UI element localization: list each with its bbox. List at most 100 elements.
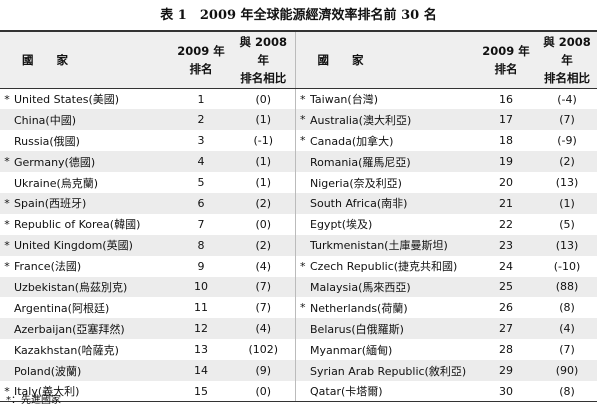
rank-change: (7) <box>255 280 272 294</box>
advanced-mark <box>294 234 310 256</box>
advanced-mark <box>0 318 14 339</box>
header-country: 國 家 <box>0 30 170 89</box>
country: Turkmenistan(土庫曼斯坦) <box>310 239 448 253</box>
advanced-mark <box>0 277 14 298</box>
table-row: * Germany(德國) 4 (1) Romania(羅馬尼亞) 19 (2) <box>0 151 597 173</box>
header-line: 排名 <box>494 62 518 76</box>
rank: 29 <box>499 364 513 378</box>
advanced-mark <box>294 192 310 214</box>
country: Argentina(阿根廷) <box>14 301 110 315</box>
rank: 16 <box>499 92 513 106</box>
header-line: 與 2008 年 <box>543 35 591 67</box>
rank-change: (1) <box>255 176 272 189</box>
header-line: 排名相比 <box>240 71 287 85</box>
rank-change: (0) <box>255 92 272 106</box>
advanced-mark <box>294 339 310 361</box>
table-row: Argentina(阿根廷) 11 (7) * Netherlands(荷蘭) 26 (8) <box>0 297 597 319</box>
advanced-mark <box>0 130 14 151</box>
country: Italy(義大利) <box>14 380 170 403</box>
country: Kazakhstan(哈薩克) <box>14 343 119 357</box>
header-change: 與 2008 年排名相比 <box>537 30 597 89</box>
table-row: Kazakhstan(哈薩克) 13 (102) Myanmar(緬甸) 28 (7) <box>0 339 597 361</box>
rank: 30 <box>475 380 537 403</box>
country: Russia(俄國) <box>14 134 80 148</box>
advanced-mark: * <box>294 109 310 131</box>
rank-change: (-9) <box>557 134 577 148</box>
rank-change: (9) <box>255 364 272 378</box>
advanced-mark: * <box>294 88 310 110</box>
rank: 8 <box>197 238 205 252</box>
header-line: 與 2008 年 <box>239 35 287 67</box>
country: China(中國) <box>14 113 77 127</box>
rank-change: (-4) <box>557 92 577 106</box>
advanced-mark: * <box>4 217 10 231</box>
header-line: 2009 年 <box>177 44 225 58</box>
country: United Kingdom(英國) <box>14 239 133 253</box>
rank: 12 <box>194 322 208 336</box>
rank-change: (102) <box>248 343 279 357</box>
rank: 28 <box>499 343 513 357</box>
country: Egypt(埃及) <box>310 218 373 232</box>
table-row: * Republic of Korea(韓國) 7 (0) Egypt(埃及) 22 (5) <box>0 213 597 235</box>
country: Germany(德國) <box>14 155 96 169</box>
rank-change: (5) <box>559 217 575 231</box>
table-row: * France(法國) 9 (4) * Czech Republic(捷克共和國) 24(… <box>0 255 597 277</box>
table-row: * Spain(西班牙) 6 (2) South Africa(南非) 21 (1) <box>0 192 597 214</box>
rank: 7 <box>197 217 205 231</box>
country: Canada(加拿大) <box>310 134 394 148</box>
country: Republic of Korea(韓國) <box>14 218 141 232</box>
country: Romania(羅馬尼亞) <box>310 155 411 169</box>
rank-change: (4) <box>255 259 272 273</box>
advanced-mark: * <box>4 259 10 273</box>
advanced-mark <box>0 360 14 381</box>
country: Syrian Arab Republic(敘利亞) <box>310 364 467 378</box>
table-row: * United Kingdom(英國) 8 (2) Turkmenistan(土庫曼斯… <box>0 234 597 256</box>
rank-change: (13) <box>555 238 579 252</box>
table-row: * Italy(義大利) 15 (0) Qatar(卡塔爾) 30 (8) <box>0 380 597 403</box>
country: Ukraine(烏克蘭) <box>14 176 99 190</box>
footnote: *：先進國家 <box>6 395 61 406</box>
rank-change: (4) <box>255 322 272 336</box>
rank-change: (7) <box>255 301 272 315</box>
header-rank: 2009 年排名 <box>170 30 232 89</box>
rank-change: (88) <box>555 280 579 294</box>
header-country: 國 家 <box>294 30 475 89</box>
advanced-mark <box>294 151 310 173</box>
rank: 3 <box>197 134 205 148</box>
country: Malaysia(馬來西亞) <box>310 280 411 294</box>
header-row: 國 家 2009 年排名與 2008 年排名相比國 家 2009 年排名與 2008… <box>0 30 597 89</box>
advanced-mark: * <box>294 297 310 319</box>
advanced-mark <box>0 297 14 318</box>
header-line: 排名 <box>189 62 213 76</box>
rank: 1 <box>197 92 205 106</box>
rank-change: (1) <box>255 155 272 169</box>
country: Qatar(卡塔爾) <box>310 380 475 403</box>
rank: 27 <box>499 322 513 336</box>
rank: 22 <box>499 217 513 231</box>
header-line: 排名相比 <box>544 71 590 85</box>
header-line: 2009 年 <box>482 44 530 58</box>
rank-change: (0) <box>232 380 295 403</box>
country: France(法國) <box>14 260 82 274</box>
rank: 4 <box>197 155 205 169</box>
rank: 26 <box>499 301 513 315</box>
table-body: * United States(美國) 1 (0) * Taiwan(台灣) 16 (-4) C… <box>0 88 597 403</box>
rank: 14 <box>194 364 208 378</box>
rank: 2 <box>197 113 205 127</box>
rank-change: (1) <box>255 113 272 127</box>
rank: 15 <box>170 380 232 403</box>
rank: 13 <box>194 343 208 357</box>
advanced-mark <box>294 318 310 340</box>
rank-change: (-1) <box>253 134 274 148</box>
advanced-mark <box>0 109 14 130</box>
rank-change: (90) <box>555 364 579 378</box>
rank: 25 <box>499 280 513 294</box>
rank-change: (1) <box>559 196 575 210</box>
rank-change: (0) <box>255 217 272 231</box>
rank-change: (4) <box>559 322 575 336</box>
country: Nigeria(奈及利亞) <box>310 176 402 190</box>
advanced-mark <box>0 172 14 193</box>
rank-change: (8) <box>559 301 575 315</box>
advanced-mark <box>294 213 310 235</box>
